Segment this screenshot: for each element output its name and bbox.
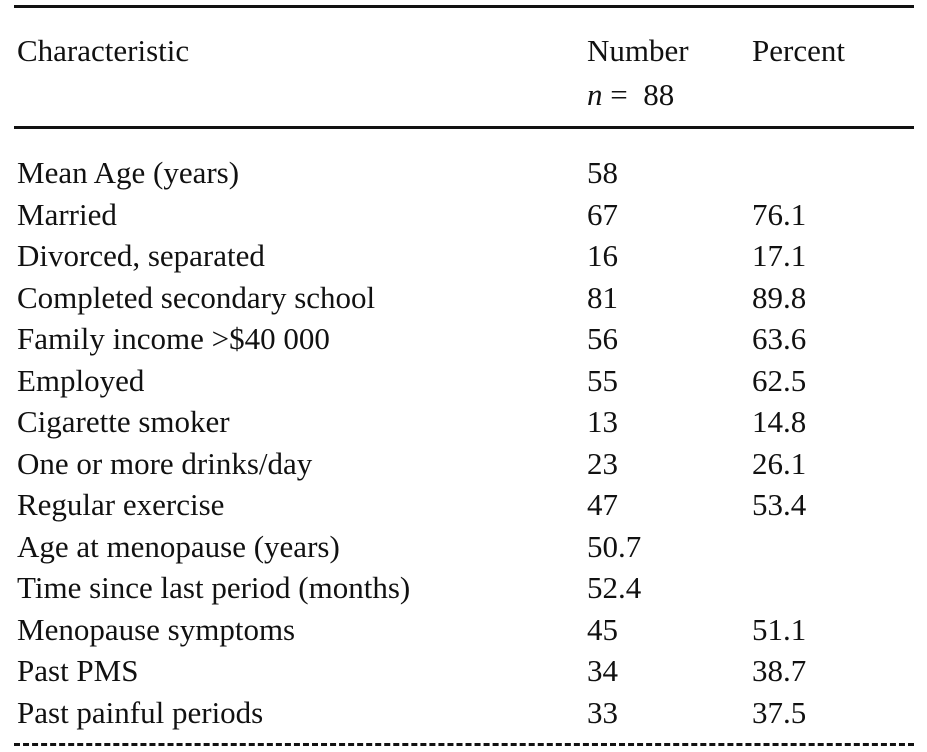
table-bottom-rule [14,743,914,746]
row-label: Regular exercise [17,487,225,522]
column-header-sample-size: n = 88 [587,75,674,115]
row-percent: 63.6 [752,321,807,356]
row-label: One or more drinks/day [17,445,313,481]
row-label: Past PMS [17,653,139,688]
row-label: Family income >$40 000 [17,321,330,356]
table-row: Employed 55 62.5 [0,360,927,402]
column-header-percent: Percent [752,33,845,68]
row-number: 23 [587,445,618,481]
table-row: Family income >$40 000 56 63.6 [0,318,927,360]
row-percent: 76.1 [752,196,807,232]
table-row: Past painful periods 33 37.5 [0,692,927,734]
table-body: Mean Age (years) 58 Married 67 76.1 Divo… [0,152,927,733]
row-number: 67 [587,196,618,232]
column-header-characteristic: Characteristic [17,33,190,68]
table-row: One or more drinks/day 23 26.1 [0,443,927,485]
row-percent: 14.8 [752,404,807,439]
row-label: Mean Age (years) [17,155,240,190]
row-percent: 17.1 [752,238,807,273]
row-percent: 38.7 [752,653,807,688]
row-label: Married [17,196,117,232]
sample-size-variable: n [587,77,603,112]
row-number: 52.4 [587,570,642,605]
row-number: 13 [587,404,618,439]
sample-size-value: = 88 [602,77,675,112]
row-label: Employed [17,362,145,398]
table-row: Completed secondary school 81 89.8 [0,277,927,319]
column-header-number: Number [587,33,689,68]
row-percent: 51.1 [752,611,807,647]
table-row: Time since last period (months) 52.4 [0,567,927,609]
row-number: 33 [587,694,618,730]
row-number: 50.7 [587,528,642,564]
row-number: 47 [587,487,618,522]
row-label: Time since last period (months) [17,570,411,605]
row-number: 55 [587,362,618,398]
row-number: 58 [587,155,618,190]
row-label: Divorced, separated [17,238,265,273]
table-row: Divorced, separated 16 17.1 [0,235,927,277]
table-row: Age at menopause (years) 50.7 [0,526,927,568]
table-row: Past PMS 34 38.7 [0,650,927,692]
row-label: Age at menopause (years) [17,528,340,564]
row-percent: 26.1 [752,445,807,481]
table-header-rule [14,126,914,129]
row-number: 34 [587,653,618,688]
row-number: 16 [587,238,618,273]
table-row: Married 67 76.1 [0,194,927,236]
table-row: Mean Age (years) 58 [0,152,927,194]
row-percent: 89.8 [752,279,807,315]
row-number: 56 [587,321,618,356]
row-percent: 37.5 [752,694,807,730]
row-label: Menopause symptoms [17,611,296,647]
row-number: 81 [587,279,618,315]
table-row: Menopause symptoms 45 51.1 [0,609,927,651]
row-label: Past painful periods [17,694,264,730]
row-percent: 62.5 [752,362,807,398]
row-number: 45 [587,611,618,647]
table-row: Cigarette smoker 13 14.8 [0,401,927,443]
table-top-rule [14,5,914,8]
row-label: Completed secondary school [17,279,376,315]
row-label: Cigarette smoker [17,404,230,439]
table-row: Regular exercise 47 53.4 [0,484,927,526]
row-percent: 53.4 [752,487,807,522]
